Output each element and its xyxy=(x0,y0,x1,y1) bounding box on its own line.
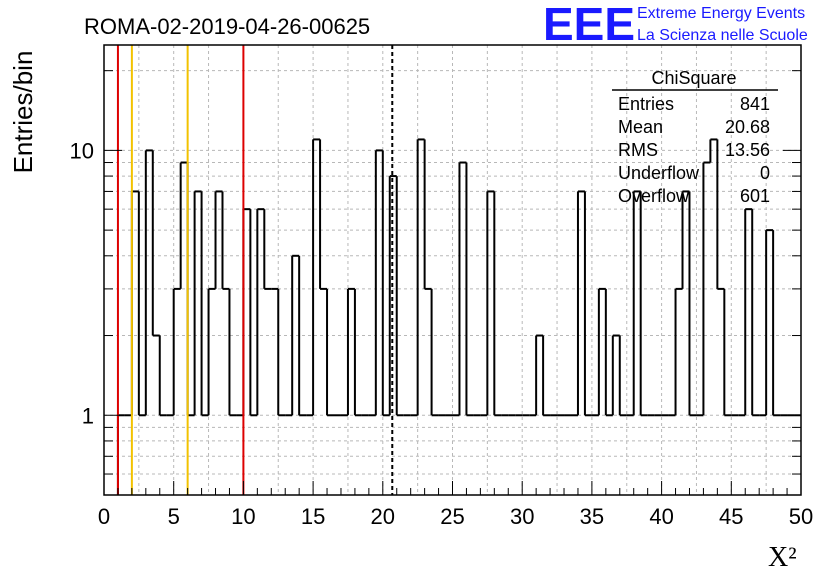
y-axis-label: Entries/bin xyxy=(8,51,38,174)
x-tick-label: 20 xyxy=(371,504,395,529)
stats-value-rms: 13.56 xyxy=(725,140,770,160)
x-tick-label: 40 xyxy=(649,504,673,529)
reference-lines xyxy=(116,45,394,495)
stats-value-mean: 20.68 xyxy=(725,117,770,137)
stats-value-overflow: 601 xyxy=(740,186,770,206)
x-tick-label: 25 xyxy=(440,504,464,529)
x-tick-label: 0 xyxy=(98,504,110,529)
stats-box: ChiSquare Entries 841 Mean 20.68 RMS 13.… xyxy=(612,68,778,206)
x-tick-label: 45 xyxy=(719,504,743,529)
y-tick-label: 10 xyxy=(70,138,94,163)
histogram xyxy=(116,138,801,495)
grid-lines xyxy=(104,45,801,496)
y-tick-label: 1 xyxy=(82,403,94,428)
chart-title: ROMA-02-2019-04-26-00625 xyxy=(84,14,370,39)
axis-ticks: 0 5 10 15 20 25 30 35 40 45 50 1 10 xyxy=(70,70,813,529)
x-tick-label: 50 xyxy=(789,504,813,529)
logo-mark: EEE xyxy=(543,0,635,50)
stats-label-underflow: Underflow xyxy=(618,163,700,183)
x-tick-label: 30 xyxy=(510,504,534,529)
x-tick-label: 35 xyxy=(580,504,604,529)
stats-label-overflow: Overflow xyxy=(618,186,690,206)
x-tick-label: 10 xyxy=(231,504,255,529)
x-axis-label: X² xyxy=(768,542,797,572)
stats-label-entries: Entries xyxy=(618,94,674,114)
stats-label-rms: RMS xyxy=(618,140,658,160)
x-tick-label: 15 xyxy=(301,504,325,529)
x-tick-label: 5 xyxy=(168,504,180,529)
stats-title: ChiSquare xyxy=(651,68,736,88)
stats-label-mean: Mean xyxy=(618,117,663,137)
logo-line-2: La Scienza nelle Scuole xyxy=(637,27,808,44)
stats-value-entries: 841 xyxy=(740,94,770,114)
stats-value-underflow: 0 xyxy=(760,163,770,183)
logo: EEE Extreme Energy Events La Scienza nel… xyxy=(543,0,808,50)
logo-line-1: Extreme Energy Events xyxy=(637,5,805,22)
